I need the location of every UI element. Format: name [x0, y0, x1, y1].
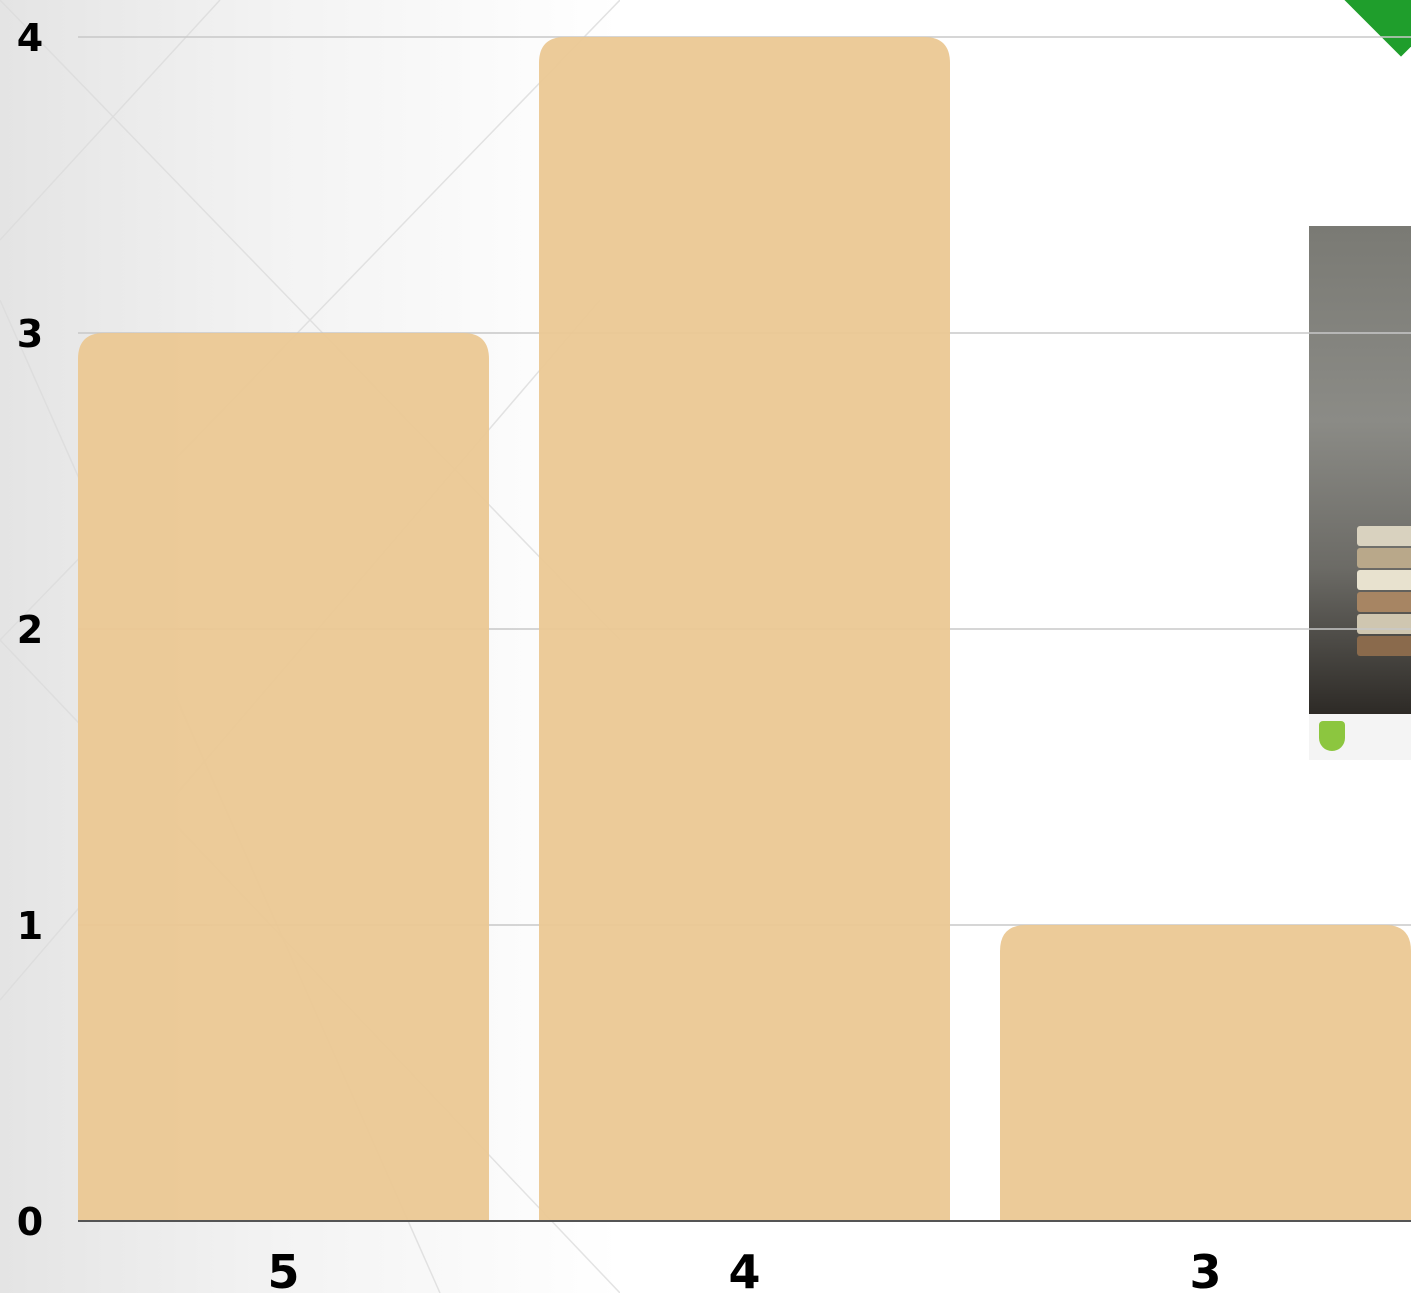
y-tick-label: 3 [17, 312, 43, 356]
book-icon [1357, 592, 1411, 612]
x-tick-labels: 5 4 3 [267, 1245, 1221, 1293]
y-tick-labels: 0 1 2 3 4 [17, 16, 43, 1244]
bar-5 [78, 333, 489, 1221]
y-tick-label: 1 [17, 904, 43, 948]
y-tick-label: 2 [17, 608, 43, 652]
x-tick-label: 3 [1189, 1245, 1221, 1293]
x-tick-label: 5 [267, 1245, 299, 1293]
book-icon [1357, 570, 1411, 590]
book-icon [1357, 526, 1411, 546]
y-tick-label: 4 [17, 16, 43, 60]
y-tick-label: 0 [17, 1200, 43, 1244]
book-icon [1357, 548, 1411, 568]
bar-4 [539, 37, 950, 1221]
book-icon [1357, 636, 1411, 656]
bars [78, 37, 1411, 1221]
x-tick-label: 4 [728, 1245, 760, 1293]
bar-3 [1000, 925, 1411, 1221]
stock-photo-badge-icon [1319, 721, 1345, 751]
